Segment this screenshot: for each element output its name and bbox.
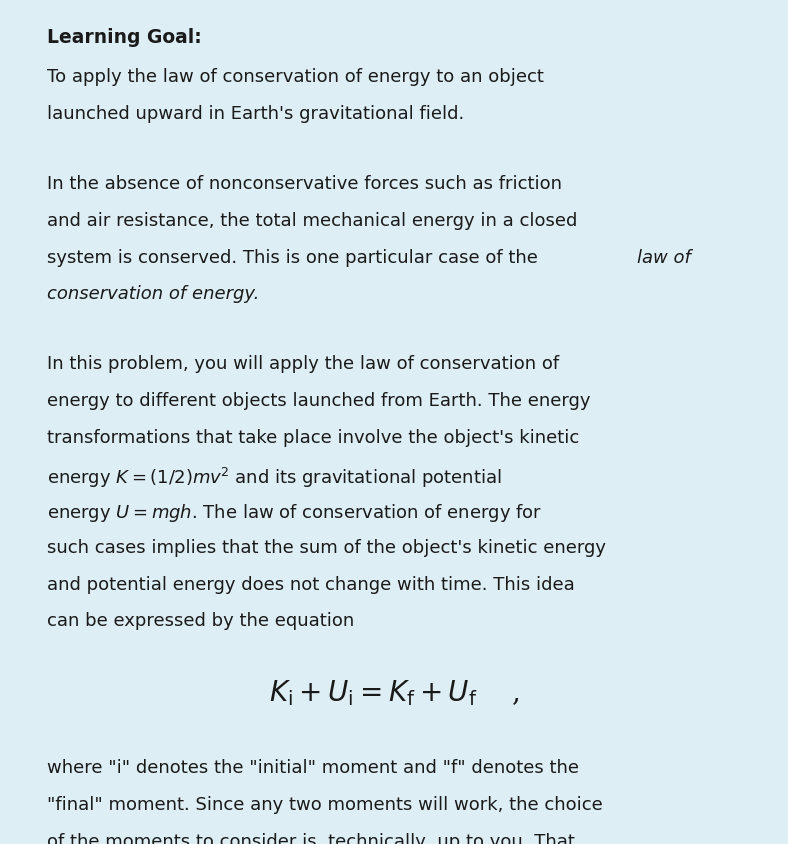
Text: conservation of energy.: conservation of energy.	[47, 285, 260, 303]
Text: energy $\mathbf{\mathit{K}} = (1/2)\mathbf{\mathit{m}}\mathbf{\mathit{v}}^2$ and: energy $\mathbf{\mathit{K}} = (1/2)\math…	[47, 466, 502, 490]
Text: energy to different objects launched from Earth. The energy: energy to different objects launched fro…	[47, 392, 591, 410]
Text: such cases implies that the sum of the object's kinetic energy: such cases implies that the sum of the o…	[47, 539, 606, 557]
Text: and potential energy does not change with time. This idea: and potential energy does not change wit…	[47, 576, 575, 593]
Text: To apply the law of conservation of energy to an object: To apply the law of conservation of ener…	[47, 68, 545, 86]
Text: can be expressed by the equation: can be expressed by the equation	[47, 613, 355, 630]
Text: "final" moment. Since any two moments will work, the choice: "final" moment. Since any two moments wi…	[47, 796, 603, 814]
Text: law of: law of	[637, 248, 690, 267]
Text: energy $\mathbf{\mathit{U}} = \mathbf{\mathit{mgh}}$. The law of conservation of: energy $\mathbf{\mathit{U}} = \mathbf{\m…	[47, 502, 542, 524]
Text: and air resistance, the total mechanical energy in a closed: and air resistance, the total mechanical…	[47, 212, 578, 230]
Text: launched upward in Earth's gravitational field.: launched upward in Earth's gravitational…	[47, 105, 465, 123]
Text: $\mathit{K}_\mathrm{i} + \mathit{U}_\mathrm{i} = \mathit{K}_\mathrm{f} + \mathit: $\mathit{K}_\mathrm{i} + \mathit{U}_\mat…	[269, 679, 519, 708]
Text: In this problem, you will apply the law of conservation of: In this problem, you will apply the law …	[47, 355, 559, 373]
Text: system is conserved. This is one particular case of the: system is conserved. This is one particu…	[47, 248, 544, 267]
Text: In the absence of nonconservative forces such as friction: In the absence of nonconservative forces…	[47, 175, 563, 193]
Text: of the moments to consider is, technically, up to you. That: of the moments to consider is, technical…	[47, 833, 575, 844]
Text: where "i" denotes the "initial" moment and "f" denotes the: where "i" denotes the "initial" moment a…	[47, 760, 579, 777]
Text: Learning Goal:: Learning Goal:	[47, 28, 202, 47]
Text: transformations that take place involve the object's kinetic: transformations that take place involve …	[47, 429, 579, 446]
